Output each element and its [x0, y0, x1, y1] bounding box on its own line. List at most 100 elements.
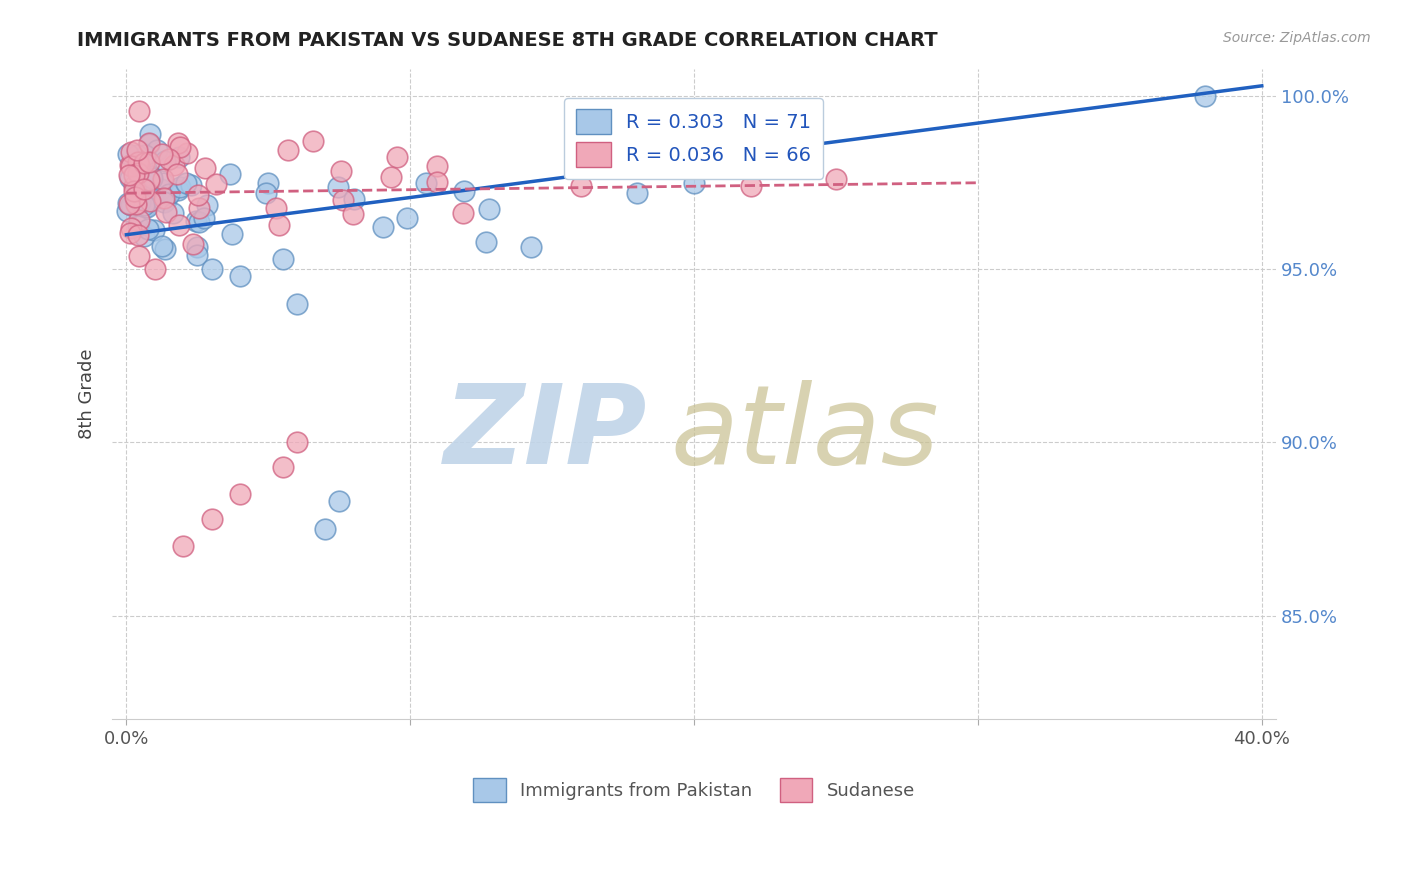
Point: [683, 176, 706, 190]
Point: [122, 178, 145, 193]
Point: [169, 140, 191, 154]
Point: [131, 156, 153, 170]
Point: [478, 202, 501, 217]
Point: [153, 194, 176, 209]
Legend: Immigrants from Pakistan, Sudanese: Immigrants from Pakistan, Sudanese: [463, 767, 925, 813]
Point: [139, 169, 162, 184]
Point: [415, 176, 437, 190]
Point: [157, 152, 180, 166]
Point: [167, 183, 190, 197]
Point: [118, 169, 141, 183]
Point: [174, 177, 197, 191]
Point: [134, 148, 156, 162]
Point: [132, 181, 155, 195]
Point: [153, 191, 176, 205]
Point: [128, 213, 150, 227]
Point: [127, 227, 149, 242]
Text: IMMIGRANTS FROM PAKISTAN VS SUDANESE 8TH GRADE CORRELATION CHART: IMMIGRANTS FROM PAKISTAN VS SUDANESE 8TH…: [77, 31, 938, 50]
Point: [127, 148, 149, 162]
Point: [157, 186, 180, 201]
Point: [740, 179, 762, 194]
Point: [138, 172, 160, 186]
Point: [117, 195, 139, 210]
Point: [193, 211, 215, 225]
Point: [167, 150, 190, 164]
Point: [825, 172, 848, 186]
Point: [172, 539, 194, 553]
Point: [139, 194, 162, 208]
Point: [115, 204, 138, 219]
Point: [271, 252, 294, 266]
Point: [328, 494, 350, 508]
Point: [254, 186, 277, 200]
Point: [519, 240, 541, 254]
Point: [371, 220, 394, 235]
Point: [285, 435, 308, 450]
Point: [205, 178, 228, 192]
Point: [131, 192, 153, 206]
Point: [150, 239, 173, 253]
Point: [229, 269, 252, 284]
Point: [118, 197, 141, 211]
Point: [120, 159, 142, 173]
Point: [125, 196, 148, 211]
Point: [152, 176, 174, 190]
Point: [194, 161, 217, 176]
Point: [128, 195, 150, 210]
Point: [117, 147, 139, 161]
Point: [128, 249, 150, 263]
Point: [167, 218, 190, 232]
Point: [302, 134, 325, 148]
Point: [180, 178, 202, 193]
Point: [149, 182, 172, 196]
Point: [127, 166, 149, 180]
Point: [169, 180, 191, 194]
Point: [120, 198, 142, 212]
Point: [200, 262, 222, 277]
Point: [142, 223, 165, 237]
Point: [122, 185, 145, 199]
Point: [569, 179, 592, 194]
Text: ZIP: ZIP: [444, 379, 648, 486]
Point: [328, 180, 350, 194]
Point: [141, 171, 163, 186]
Point: [188, 215, 211, 229]
Point: [229, 487, 252, 501]
Point: [184, 214, 207, 228]
Point: [188, 201, 211, 215]
Point: [332, 193, 354, 207]
Point: [125, 143, 148, 157]
Point: [136, 200, 159, 214]
Point: [200, 511, 222, 525]
Point: [124, 168, 146, 182]
Point: [451, 206, 474, 220]
Point: [475, 235, 498, 250]
Point: [138, 154, 160, 169]
Point: [125, 179, 148, 194]
Point: [426, 175, 449, 189]
Point: [136, 222, 159, 236]
Point: [163, 158, 186, 172]
Point: [271, 459, 294, 474]
Point: [134, 229, 156, 244]
Point: [120, 145, 142, 160]
Point: [128, 158, 150, 172]
Point: [166, 167, 188, 181]
Point: [152, 171, 174, 186]
Point: [219, 167, 242, 181]
Point: [138, 136, 160, 151]
Point: [138, 183, 160, 197]
Point: [155, 205, 177, 219]
Point: [626, 186, 648, 201]
Point: [167, 136, 190, 150]
Point: [380, 170, 402, 185]
Point: [343, 192, 366, 206]
Point: [142, 186, 165, 201]
Point: [195, 198, 218, 212]
Point: [134, 200, 156, 214]
Point: [128, 103, 150, 118]
Point: [385, 150, 408, 164]
Y-axis label: 8th Grade: 8th Grade: [79, 349, 96, 439]
Point: [330, 164, 353, 178]
Point: [150, 147, 173, 161]
